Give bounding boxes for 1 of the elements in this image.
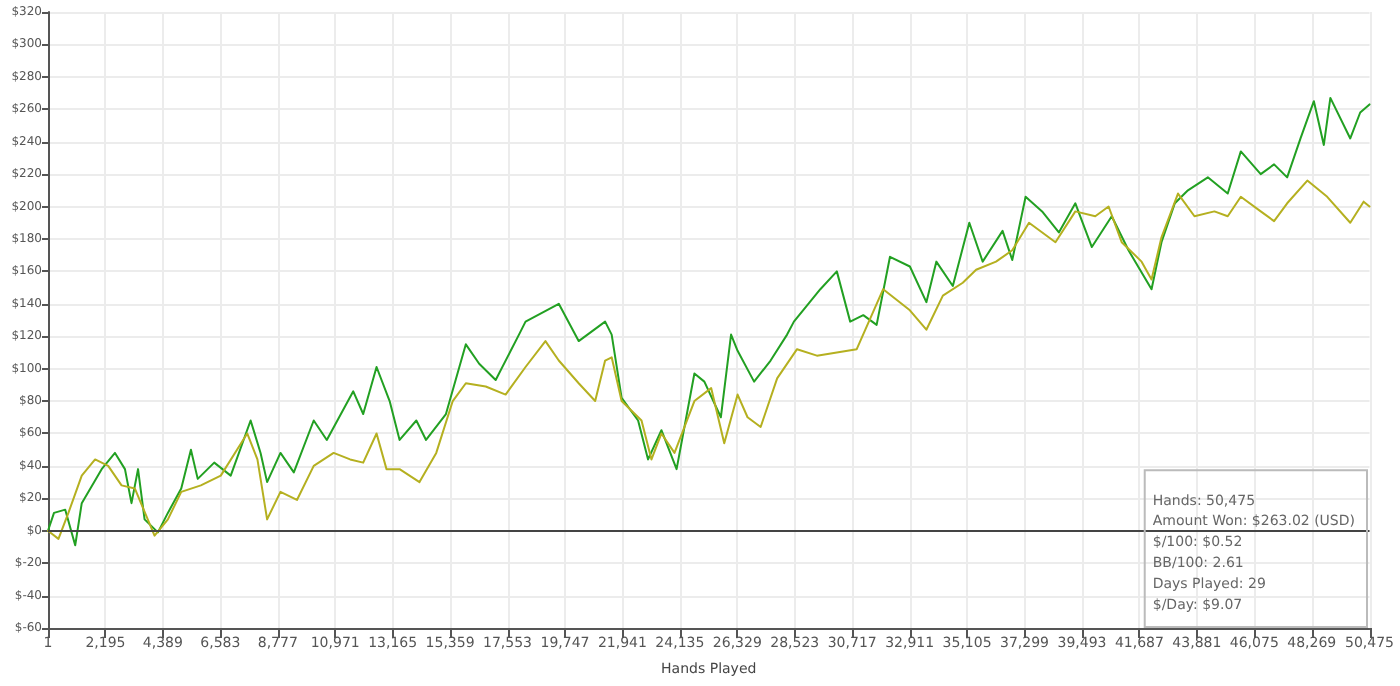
- line-series: [47, 96, 1371, 547]
